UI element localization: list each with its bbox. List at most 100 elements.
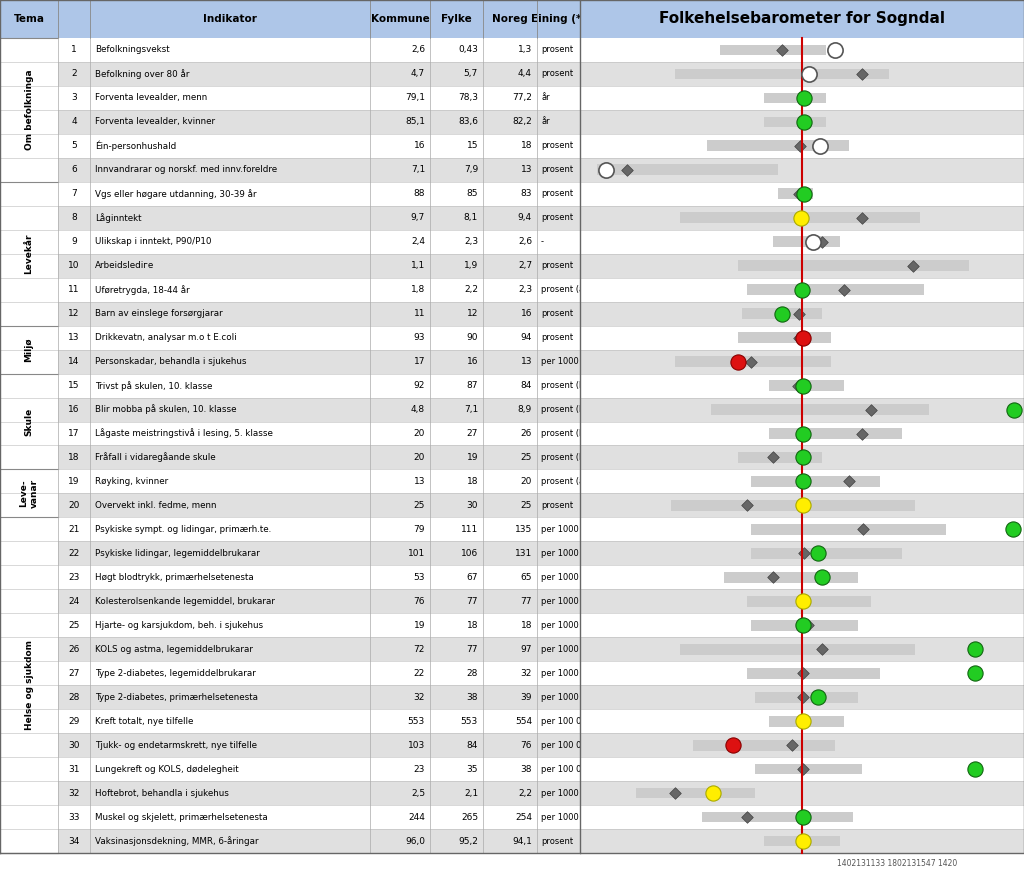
- Bar: [58, 110, 580, 134]
- Point: [967, 642, 983, 656]
- Text: Psykiske lidingar, legemiddelbrukarar: Psykiske lidingar, legemiddelbrukarar: [95, 549, 260, 557]
- Text: 38: 38: [467, 692, 478, 702]
- Text: Kreft totalt, nye tilfelle: Kreft totalt, nye tilfelle: [95, 717, 194, 726]
- Text: 0,43: 0,43: [458, 45, 478, 55]
- Bar: [580, 38, 1024, 62]
- Text: 25: 25: [69, 621, 80, 630]
- Text: 21: 21: [69, 525, 80, 534]
- Text: 4: 4: [72, 118, 77, 126]
- Text: 4,7: 4,7: [411, 70, 425, 78]
- Text: Innvandrarar og norskf. med innv.foreldre: Innvandrarar og norskf. med innv.foreldr…: [95, 165, 278, 174]
- Bar: [580, 206, 1024, 230]
- Text: Miljø: Miljø: [25, 337, 34, 361]
- Bar: [580, 182, 1024, 206]
- Text: 39: 39: [520, 692, 532, 702]
- Text: 85: 85: [467, 189, 478, 199]
- Text: 13: 13: [414, 477, 425, 486]
- Bar: [580, 62, 1024, 86]
- Text: 13: 13: [69, 333, 80, 342]
- Point: [812, 138, 828, 152]
- Text: 92: 92: [414, 381, 425, 390]
- Text: 1,1: 1,1: [411, 261, 425, 270]
- Text: 18: 18: [520, 141, 532, 151]
- Bar: [636, 787, 756, 799]
- Text: 2,4: 2,4: [411, 237, 425, 246]
- Bar: [58, 709, 580, 733]
- Bar: [580, 278, 1024, 301]
- Text: 1402131133 1802131547 1420: 1402131133 1802131547 1420: [838, 860, 957, 868]
- Text: 77,2: 77,2: [512, 93, 532, 103]
- Text: 30: 30: [467, 501, 478, 510]
- Bar: [58, 182, 580, 206]
- Text: 553: 553: [408, 717, 425, 726]
- Bar: [58, 301, 580, 326]
- Bar: [580, 709, 1024, 733]
- Point: [796, 115, 812, 129]
- Text: Forventa levealder, menn: Forventa levealder, menn: [95, 93, 207, 103]
- Point: [796, 834, 812, 848]
- Bar: [580, 494, 1024, 517]
- Bar: [58, 757, 580, 781]
- Text: Uføretrygda, 18-44 år: Uføretrygda, 18-44 år: [95, 285, 189, 294]
- Bar: [746, 668, 880, 679]
- Text: 20: 20: [414, 429, 425, 438]
- Bar: [580, 253, 1024, 278]
- Text: 26: 26: [520, 429, 532, 438]
- Bar: [580, 805, 1024, 829]
- Text: prosent: prosent: [541, 45, 573, 55]
- Text: 16: 16: [69, 405, 80, 414]
- Point: [796, 666, 812, 680]
- Point: [796, 187, 812, 201]
- Point: [809, 546, 825, 560]
- Text: 2: 2: [72, 70, 77, 78]
- Text: år: år: [541, 93, 550, 103]
- Bar: [580, 158, 1024, 182]
- Text: Overvekt inkl. fedme, menn: Overvekt inkl. fedme, menn: [95, 501, 216, 510]
- Text: 6: 6: [71, 165, 77, 174]
- Bar: [0, 0, 580, 38]
- Bar: [58, 661, 580, 685]
- Point: [796, 714, 812, 728]
- Text: 14: 14: [69, 357, 80, 366]
- Bar: [58, 349, 580, 374]
- Text: prosent: prosent: [541, 141, 573, 151]
- Bar: [580, 733, 1024, 757]
- Text: per 1000 (a,k*): per 1000 (a,k*): [541, 525, 605, 534]
- Text: 2,1: 2,1: [464, 788, 478, 798]
- Text: 8: 8: [71, 213, 77, 222]
- Bar: [580, 301, 1024, 326]
- Point: [967, 666, 983, 680]
- Bar: [764, 835, 840, 847]
- Text: 3: 3: [71, 93, 77, 103]
- Text: per 1000 (a,k*): per 1000 (a,k*): [541, 645, 605, 654]
- Bar: [58, 86, 580, 110]
- Text: Vaksinasjonsdekning, MMR, 6-åringar: Vaksinasjonsdekning, MMR, 6-åringar: [95, 836, 259, 846]
- Text: 4,8: 4,8: [411, 405, 425, 414]
- Bar: [580, 661, 1024, 685]
- Text: 31: 31: [69, 765, 80, 773]
- Text: 38: 38: [520, 765, 532, 773]
- Bar: [680, 213, 920, 223]
- Text: Tema: Tema: [13, 14, 44, 24]
- Text: Folkehelsebarometer for Sogndal: Folkehelsebarometer for Sogndal: [659, 11, 945, 26]
- Text: prosent (k*): prosent (k*): [541, 453, 592, 462]
- Bar: [702, 812, 853, 822]
- Bar: [580, 134, 1024, 158]
- Bar: [58, 38, 580, 62]
- Text: Lungekreft og KOLS, dødelegheit: Lungekreft og KOLS, dødelegheit: [95, 765, 239, 773]
- Bar: [737, 452, 822, 463]
- Bar: [58, 134, 580, 158]
- Text: 13: 13: [520, 165, 532, 174]
- Text: 19: 19: [414, 621, 425, 630]
- Text: 4,4: 4,4: [518, 70, 532, 78]
- Text: 79: 79: [414, 525, 425, 534]
- Text: prosent: prosent: [541, 261, 573, 270]
- Point: [598, 163, 614, 177]
- Text: 1,3: 1,3: [518, 45, 532, 55]
- Text: 25: 25: [414, 501, 425, 510]
- Text: 20: 20: [69, 501, 80, 510]
- Text: 111: 111: [461, 525, 478, 534]
- Text: prosent (a*): prosent (a*): [541, 477, 592, 486]
- Text: 94,1: 94,1: [512, 836, 532, 846]
- Text: Levekår: Levekår: [25, 233, 34, 274]
